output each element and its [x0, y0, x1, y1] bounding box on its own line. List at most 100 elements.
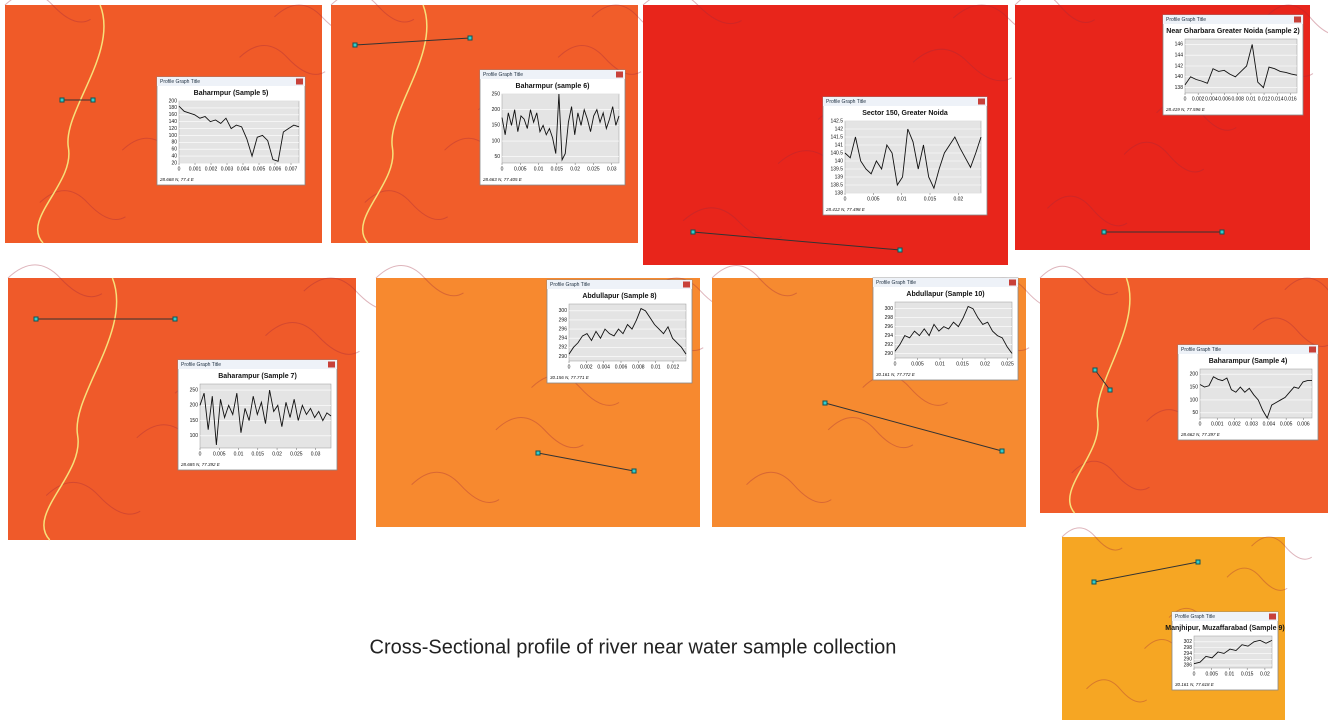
y-tick-label: 100 [1190, 397, 1199, 403]
coordinates: 28.419 N, 77.596 E [1165, 107, 1206, 112]
x-tick-label: 0.01 [651, 364, 661, 370]
transect-line [1094, 369, 1111, 391]
map-panel: Profile Graph Title Baharampur (Sample 4)… [1039, 265, 1328, 514]
contour [239, 44, 326, 75]
x-tick-label: 0 [894, 361, 897, 367]
profile-line [568, 307, 687, 355]
close-button [296, 78, 303, 85]
contour [682, 207, 782, 240]
x-tick-label: 0.005 [253, 166, 266, 172]
y-tick-label: 80 [171, 140, 177, 146]
graph-title: Manjhipur, Muzaffarabad (Sample 9) [1165, 625, 1284, 632]
title-bar [480, 70, 625, 79]
graph-title: Sector 150, Greater Noida [862, 110, 948, 117]
river [36, 4, 105, 244]
y-tick-label: 60 [171, 147, 177, 153]
profile-window: Profile Graph Title Baharampur (Sample 4)… [1177, 344, 1319, 441]
contour [827, 416, 914, 449]
y-tick-label: 292 [559, 345, 568, 351]
transect-handle [1107, 387, 1113, 393]
title-bar [547, 280, 692, 289]
x-tick-label: 0.002 [205, 166, 218, 172]
x-tick-label: 0.01 [534, 166, 544, 172]
x-tick-label: 0.015 [1241, 671, 1254, 677]
y-tick-label: 141.5 [830, 134, 843, 140]
y-tick-label: 150 [190, 418, 199, 424]
y-tick-label: 140 [169, 119, 178, 125]
plot-area [894, 301, 1013, 359]
contour [1226, 567, 1288, 591]
profile-line [894, 305, 1013, 354]
y-tick-label: 140 [835, 158, 844, 164]
x-tick-label: 0 [1184, 96, 1187, 102]
contour [495, 416, 584, 449]
graph-title: Abdullapur (Sample 8) [582, 293, 656, 300]
x-tick-label: 0.004 [1205, 96, 1218, 102]
x-tick-label: 0.02 [980, 361, 990, 367]
window-title: Profile Graph Title [181, 362, 221, 368]
profile-window: Profile Graph Title Sector 150, Greater N… [822, 96, 988, 216]
window-title: Profile Graph Title [160, 79, 200, 85]
x-tick-label: 0.002 [580, 364, 593, 370]
y-tick-label: 300 [885, 306, 894, 312]
x-tick-label: 0.015 [956, 361, 969, 367]
x-tick-label: 0.02 [272, 451, 282, 457]
contour [711, 265, 798, 297]
x-tick-label: 0.006 [1297, 421, 1310, 427]
y-tick-label: 298 [559, 317, 568, 323]
transect-handle [1091, 579, 1097, 585]
transect-handle [690, 229, 696, 235]
profile-window: Profile Graph Title Baharmpur (Sample 5) 2… [156, 76, 306, 186]
graph-title: Abdullapur (Sample 10) [906, 291, 984, 298]
window-title: Profile Graph Title [876, 280, 916, 286]
plot-area [178, 100, 300, 164]
profile-window: Profile Graph Title Baharmpur (sample 6) 5… [479, 69, 626, 186]
transect-line [537, 452, 635, 472]
y-tick-label: 160 [169, 112, 178, 118]
profile-window: Profile Graph Title Abdullapur (Sample 10… [872, 277, 1019, 381]
y-tick-label: 290 [559, 354, 568, 360]
title-bar [823, 97, 987, 106]
plot-area [1193, 635, 1273, 669]
transect-line [354, 37, 471, 46]
contour [411, 471, 500, 503]
transect-handle [897, 247, 903, 253]
x-tick-label: 0.02 [953, 196, 963, 202]
transect-line [1093, 561, 1199, 583]
profile-line [199, 390, 332, 445]
x-tick-label: 0 [1193, 671, 1196, 677]
profile-line [844, 128, 982, 190]
y-tick-label: 286 [1184, 662, 1193, 668]
map-panel: Profile Graph Title Sector 150, Greater N… [642, 0, 1053, 265]
transect-handle [172, 316, 178, 322]
transect-handle [1101, 229, 1107, 235]
transect-handle [352, 42, 358, 48]
x-tick-label: 0.02 [1260, 671, 1270, 677]
y-tick-label: 40 [171, 153, 177, 159]
title-bar [178, 360, 337, 369]
transect-handle [33, 316, 39, 322]
contour [746, 471, 832, 503]
y-tick-label: 200 [1190, 371, 1199, 377]
close-button [1309, 346, 1316, 353]
y-tick-label: 138.5 [830, 182, 843, 188]
contour [330, 0, 415, 23]
y-tick-label: 150 [492, 123, 501, 129]
y-tick-label: 250 [492, 91, 501, 97]
x-tick-label: 0.004 [1263, 421, 1276, 427]
y-tick-label: 200 [190, 403, 199, 409]
x-tick-label: 0.001 [189, 166, 202, 172]
transect-handle [1092, 367, 1098, 373]
y-tick-label: 141 [835, 142, 844, 148]
y-tick-label: 294 [885, 333, 894, 339]
y-tick-label: 250 [190, 387, 199, 393]
contour [265, 322, 360, 355]
coordinates: 28.662 N, 77.397 E [1180, 432, 1221, 437]
transect-handle [822, 400, 828, 406]
y-tick-label: 50 [1192, 410, 1198, 416]
x-tick-label: 0.03 [607, 166, 617, 172]
x-tick-label: 0.01 [234, 451, 244, 457]
contour [531, 374, 620, 406]
x-tick-label: 0.015 [551, 166, 564, 172]
